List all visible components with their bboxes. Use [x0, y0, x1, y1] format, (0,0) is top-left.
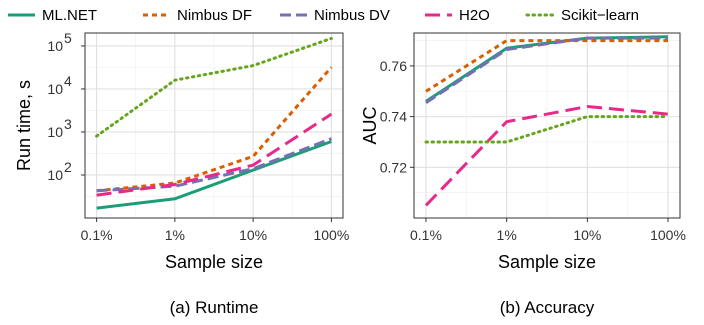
- y-axis-title: Run time, s: [14, 80, 34, 171]
- tick-labels: 0.1% 1% 10% 100% 0.72 0.74 0.76: [380, 58, 686, 243]
- legend-label: Scikit−learn: [561, 7, 639, 24]
- x-tick-label: 10%: [239, 227, 267, 243]
- panel-caption: (a) Runtime: [170, 298, 259, 317]
- panel-border: [84, 32, 344, 219]
- legend-item-h2o: H2O: [425, 7, 490, 24]
- y-tick-exponent: 4: [64, 73, 72, 89]
- y-tick-label: 0.74: [380, 109, 407, 125]
- x-tick-label: 100%: [313, 227, 349, 243]
- legend-label: H2O: [459, 7, 490, 24]
- y-tick-exponent: 5: [64, 30, 72, 46]
- series-line-nimbus-dv: [96, 137, 332, 193]
- series-line-nimbus-df: [425, 39, 668, 93]
- panel-caption: (b) Accuracy: [500, 298, 595, 317]
- series-line-ml-net: [96, 140, 332, 210]
- series-lines: [424, 35, 670, 207]
- y-tick-exponent: 2: [64, 159, 72, 175]
- x-tick-label: 100%: [650, 227, 686, 243]
- series-line-scikit-learn: [95, 36, 333, 138]
- series-line-h2o: [424, 104, 669, 207]
- y-tick-exponent: 3: [64, 116, 72, 132]
- x-tick-label: 0.1%: [410, 227, 442, 243]
- legend-item-nimbus-df: Nimbus DF: [143, 7, 252, 24]
- x-axis-title: Sample size: [498, 252, 596, 272]
- x-tick-label: 1%: [497, 227, 517, 243]
- legend-item-ml-net: ML.NET: [8, 7, 97, 24]
- gridlines: [414, 33, 680, 218]
- series-line-scikit-learn: [424, 115, 670, 144]
- y-tick-label: 10: [47, 124, 63, 140]
- panel-border: [413, 32, 681, 219]
- legend-item-nimbus-dv: Nimbus DV: [280, 7, 390, 24]
- legend: ML.NET Nimbus DF Nimbus DV H2O Scikit−learn: [8, 7, 639, 24]
- series-lines: [95, 36, 333, 210]
- y-tick-label: 0.72: [380, 159, 407, 175]
- x-tick-label: 1%: [165, 227, 185, 243]
- legend-label: Nimbus DV: [314, 7, 390, 24]
- y-tick-label: 10: [47, 81, 63, 97]
- gridlines: [85, 33, 343, 218]
- x-axis-title: Sample size: [165, 252, 263, 272]
- y-tick-label: 10: [47, 38, 63, 54]
- series-line-nimbus-df: [96, 66, 333, 193]
- series-line-h2o: [96, 112, 333, 197]
- accuracy-chart: 0.1% 1% 10% 100% 0.72 0.74 0.76 Sample size AUC (…: [360, 32, 686, 317]
- x-tick-label: 0.1%: [81, 227, 113, 243]
- y-axis-title: AUC: [360, 106, 380, 144]
- legend-item-scikit-learn: Scikit−learn: [525, 7, 639, 24]
- legend-label: Nimbus DF: [177, 7, 252, 24]
- y-tick-label: 0.76: [380, 58, 407, 74]
- series-line-nimbus-dv: [425, 36, 668, 104]
- x-tick-label: 10%: [573, 227, 601, 243]
- legend-label: ML.NET: [42, 7, 97, 24]
- y-tick-label: 10: [47, 167, 63, 183]
